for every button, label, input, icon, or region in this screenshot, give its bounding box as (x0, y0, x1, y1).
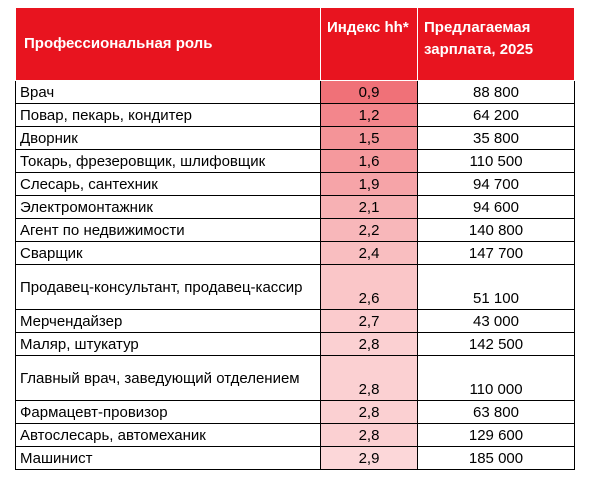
table-row: Фармацевт-провизор 2,8 63 800 (15, 400, 575, 424)
table-row: Машинист 2,9 185 000 (15, 446, 575, 470)
salary-cell: 140 800 (417, 218, 575, 242)
index-cell: 2,1 (320, 195, 418, 219)
index-cell: 1,2 (320, 103, 418, 127)
salary-index-table: Профессиональная роль Индекс hh* Предлаг… (15, 7, 575, 470)
index-cell: 2,2 (320, 218, 418, 242)
header-salary: Предлагаемая зарплата, 2025 (417, 7, 575, 81)
header-index: Индекс hh* (320, 7, 418, 81)
salary-cell: 43 000 (417, 309, 575, 333)
salary-table-container: Профессиональная роль Индекс hh* Предлаг… (15, 7, 575, 470)
salary-cell: 63 800 (417, 400, 575, 424)
index-cell: 0,9 (320, 80, 418, 104)
index-cell: 2,6 (320, 264, 418, 310)
salary-cell: 35 800 (417, 126, 575, 150)
table-row: Слесарь, сантехник 1,9 94 700 (15, 172, 575, 196)
table-row: Токарь, фрезеровщик, шлифовщик 1,6 110 500 (15, 149, 575, 173)
salary-cell: 147 700 (417, 241, 575, 265)
index-cell: 2,4 (320, 241, 418, 265)
table-row: Агент по недвижимости 2,2 140 800 (15, 218, 575, 242)
role-cell: Повар, пекарь, кондитер (15, 103, 321, 127)
salary-cell: 110 500 (417, 149, 575, 173)
salary-cell: 129 600 (417, 423, 575, 447)
salary-cell: 88 800 (417, 80, 575, 104)
index-cell: 2,8 (320, 423, 418, 447)
table-body: Врач 0,9 88 800 Повар, пекарь, кондитер 1,2 6… (15, 80, 575, 470)
salary-cell: 94 700 (417, 172, 575, 196)
index-cell: 1,6 (320, 149, 418, 173)
index-cell: 2,9 (320, 446, 418, 470)
role-cell: Сварщик (15, 241, 321, 265)
index-cell: 1,9 (320, 172, 418, 196)
role-cell: Дворник (15, 126, 321, 150)
index-cell: 2,8 (320, 400, 418, 424)
table-row: Продавец-консультант, продавец-кассир 2,6… (15, 264, 575, 310)
table-row: Повар, пекарь, кондитер 1,2 64 200 (15, 103, 575, 127)
role-cell: Автослесарь, автомеханик (15, 423, 321, 447)
table-row: Сварщик 2,4 147 700 (15, 241, 575, 265)
role-cell: Машинист (15, 446, 321, 470)
salary-cell: 110 000 (417, 355, 575, 401)
role-cell: Электромонтажник (15, 195, 321, 219)
salary-cell: 185 000 (417, 446, 575, 470)
index-cell: 2,8 (320, 355, 418, 401)
role-cell: Продавец-консультант, продавец-кассир (15, 264, 321, 310)
table-row: Дворник 1,5 35 800 (15, 126, 575, 150)
role-cell: Фармацевт-провизор (15, 400, 321, 424)
role-cell: Мерчендайзер (15, 309, 321, 333)
salary-cell: 94 600 (417, 195, 575, 219)
index-cell: 2,7 (320, 309, 418, 333)
role-cell: Агент по недвижимости (15, 218, 321, 242)
role-cell: Главный врач, заведующий отделением (15, 355, 321, 401)
table-row: Электромонтажник 2,1 94 600 (15, 195, 575, 219)
role-cell: Врач (15, 80, 321, 104)
table-row: Главный врач, заведующий отделением 2,8 11… (15, 355, 575, 401)
role-cell: Маляр, штукатур (15, 332, 321, 356)
role-cell: Слесарь, сантехник (15, 172, 321, 196)
header-role: Профессиональная роль (15, 7, 321, 81)
salary-cell: 142 500 (417, 332, 575, 356)
table-row: Мерчендайзер 2,7 43 000 (15, 309, 575, 333)
table-row: Врач 0,9 88 800 (15, 80, 575, 104)
index-cell: 1,5 (320, 126, 418, 150)
table-header-row: Профессиональная роль Индекс hh* Предлаг… (15, 7, 575, 81)
role-cell: Токарь, фрезеровщик, шлифовщик (15, 149, 321, 173)
table-row: Маляр, штукатур 2,8 142 500 (15, 332, 575, 356)
salary-cell: 64 200 (417, 103, 575, 127)
index-cell: 2,8 (320, 332, 418, 356)
table-row: Автослесарь, автомеханик 2,8 129 600 (15, 423, 575, 447)
salary-cell: 51 100 (417, 264, 575, 310)
